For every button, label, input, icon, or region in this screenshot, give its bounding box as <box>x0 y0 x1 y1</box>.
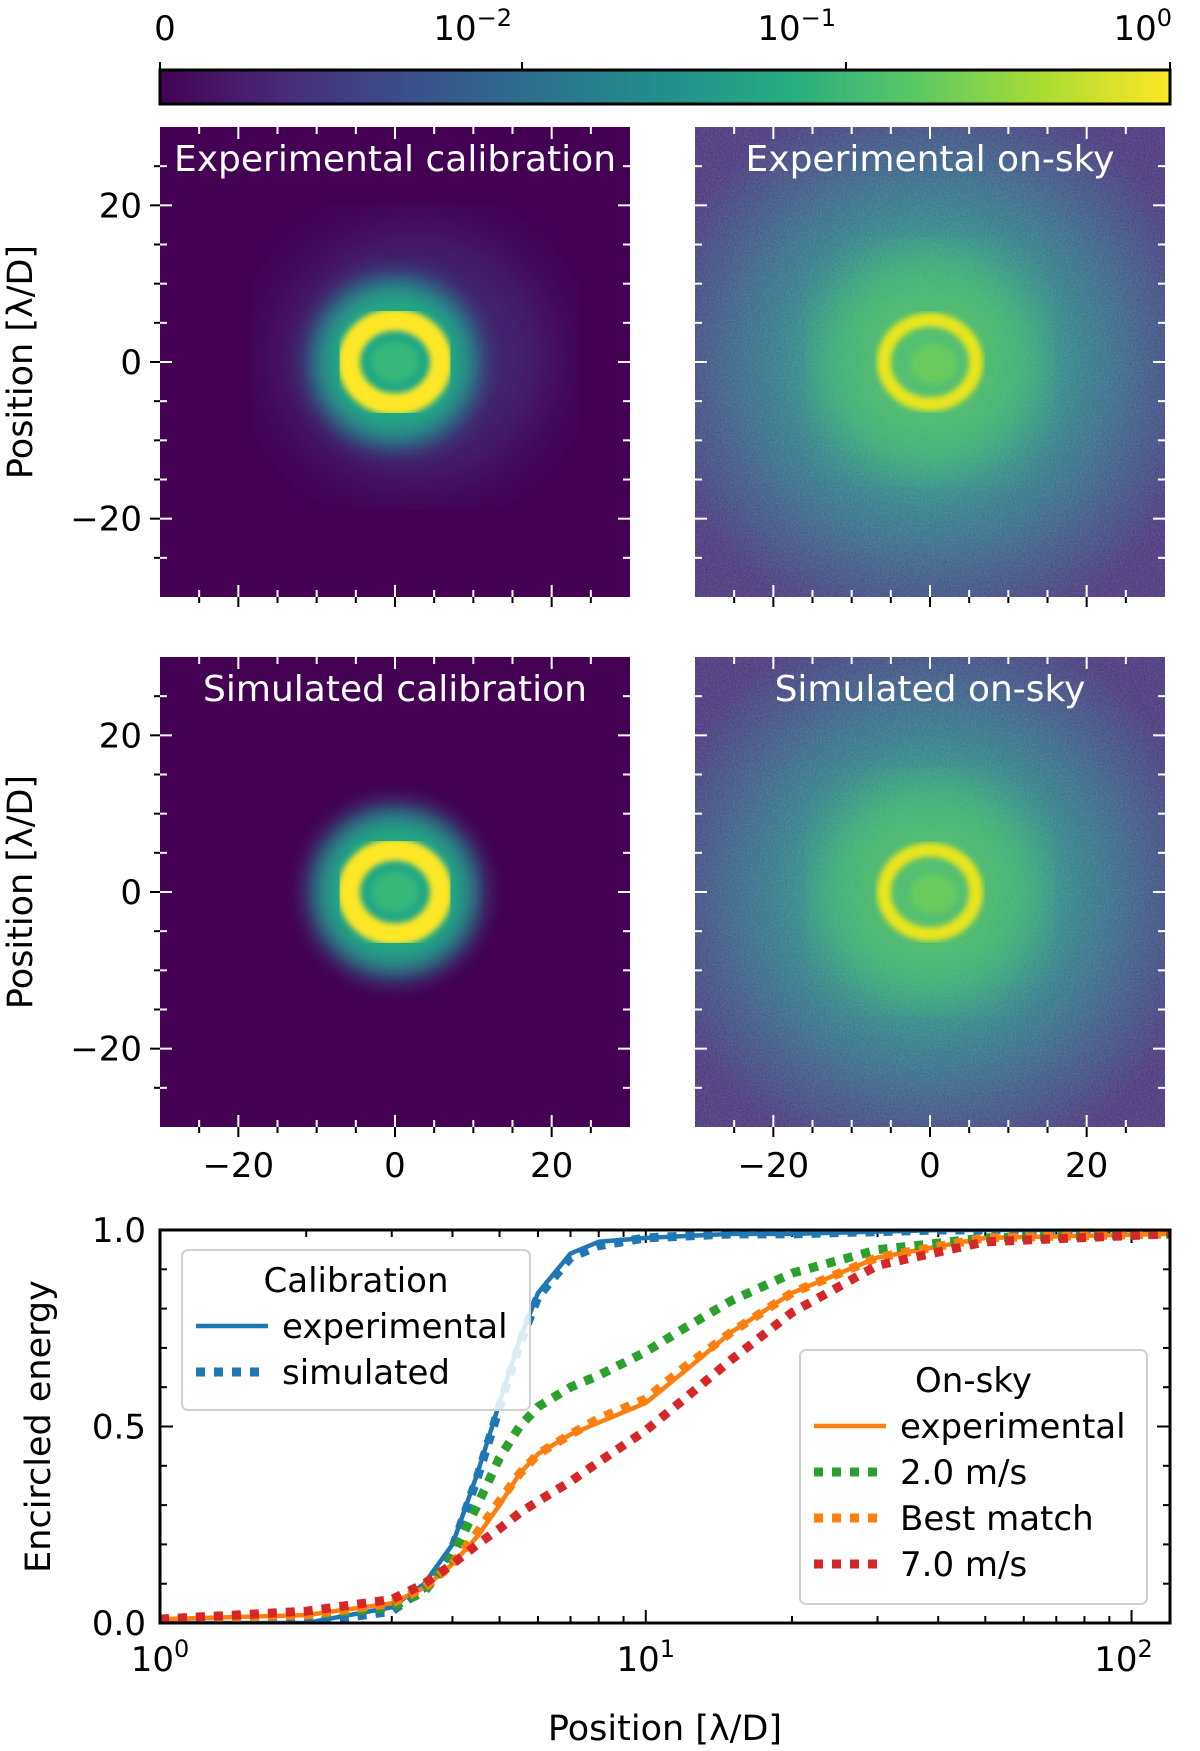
colorbar-label-3: 100 <box>1113 4 1172 49</box>
colorbar-label-1: 10−2 <box>433 4 512 49</box>
colorbar-label-2: 10−1 <box>757 4 836 49</box>
panel-y-tick-label: 20 <box>99 186 142 226</box>
panel-y-tick-label: −20 <box>70 1030 142 1070</box>
panel-ticks <box>160 127 630 597</box>
colorbar-label-0: 0 <box>154 9 176 49</box>
colorbar: 0 10−2 10−1 100 <box>154 4 1172 106</box>
ee-x-axis-label: Position [λ/D] <box>548 1709 782 1749</box>
panel-ticks <box>160 657 630 1127</box>
psf-ring <box>337 838 453 946</box>
ring-inner <box>910 344 958 384</box>
ee-y-axis-label: Encircled energy <box>19 1280 59 1573</box>
colorbar-ticks <box>159 62 1171 70</box>
ee-y-tick-label: 1.0 <box>92 1211 146 1251</box>
image-panel-1: Experimental on-sky <box>695 127 1165 607</box>
psf-ring <box>337 308 453 416</box>
legend-entry: experimental <box>900 1407 1126 1447</box>
legend-entry: simulated <box>282 1353 450 1393</box>
ee-line-onsky-2-0-m-s <box>160 1230 1170 1623</box>
psf-ring <box>876 842 984 942</box>
panel-y-tick-label: 20 <box>99 716 142 756</box>
image-panels: Experimental calibration −20 0 20 Position [… <box>1 127 1165 1186</box>
image-panel-2: Simulated calibration −20 0 20 Position [λ/D… <box>1 657 630 1186</box>
legend-title: Calibration <box>264 1261 449 1301</box>
ee-line-onsky-7-0-m-s <box>160 1230 1170 1623</box>
ee-x-tick-label: 101 <box>616 1635 675 1680</box>
panel-x-tick-label: 0 <box>919 1146 941 1186</box>
panel-ticks <box>695 657 1165 1127</box>
image-panel-3: Simulated on-sky −20 0 20 <box>695 657 1165 1186</box>
ee-y-tick-label: 0.5 <box>92 1408 146 1448</box>
panel-y-axis-label: Position [λ/D] <box>1 245 41 479</box>
panel-title: Simulated on-sky <box>775 669 1086 710</box>
legend-entry: 7.0 m/s <box>900 1545 1027 1585</box>
panel-x-tick-label: −20 <box>202 1146 274 1186</box>
panel-outer-ticks <box>733 1127 1127 1137</box>
panel-y-tick-label: 0 <box>120 343 142 383</box>
ring-inner <box>910 874 958 914</box>
ee-y-tick-label: 0.0 <box>92 1604 146 1644</box>
legend-entry: 2.0 m/s <box>900 1453 1027 1493</box>
legend-calibration: Calibration experimental simulated <box>181 1249 531 1411</box>
panel-outer-ticks <box>150 165 592 607</box>
ring-center <box>371 872 419 912</box>
colorbar-gradient <box>158 68 1172 106</box>
image-panel-0: Experimental calibration −20 0 20 Position [… <box>1 127 630 607</box>
panel-outer-ticks <box>150 695 592 1137</box>
panel-y-tick-label: 0 <box>120 873 142 913</box>
ee-frame <box>158 1228 1172 1625</box>
panel-ticks <box>695 127 1165 597</box>
panel-title: Simulated calibration <box>203 669 587 710</box>
panel-x-tick-label: 0 <box>384 1146 406 1186</box>
panel-y-axis-label: Position [λ/D] <box>1 775 41 1009</box>
panel-title: Experimental calibration <box>174 139 616 180</box>
ring-center <box>371 342 419 382</box>
panel-x-tick-label: 20 <box>530 1146 573 1186</box>
ee-line-onsky-best-match <box>160 1230 1170 1623</box>
legend-onsky: On-sky experimental 2.0 m/s Best match 7.0 m… <box>799 1349 1148 1605</box>
legend-title: On-sky <box>915 1361 1032 1401</box>
encircled-energy-plot: 100 101 102 0.0 0.5 1.0 Position [λ/D] Encircle… <box>19 1211 1172 1749</box>
ee-x-tick-label: 100 <box>131 1635 190 1680</box>
panel-x-tick-label: 20 <box>1065 1146 1108 1186</box>
psf-ring <box>876 312 984 412</box>
panel-x-tick-label: −20 <box>737 1146 809 1186</box>
panel-y-tick-label: −20 <box>70 500 142 540</box>
legend-entry: Best match <box>900 1499 1094 1539</box>
panel-outer-ticks <box>733 597 1127 607</box>
ee-x-tick-label: 102 <box>1094 1635 1153 1680</box>
legend-entry: experimental <box>282 1307 508 1347</box>
panel-title: Experimental on-sky <box>746 139 1115 180</box>
